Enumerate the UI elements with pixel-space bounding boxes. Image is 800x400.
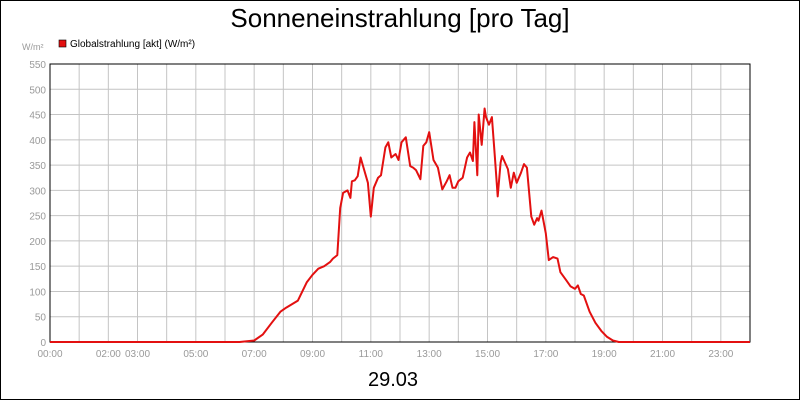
legend-label: Globalstrahlung [akt] (W/m²) bbox=[70, 39, 195, 50]
date-label: 29.03 bbox=[368, 369, 418, 391]
y-tick-label: 200 bbox=[29, 237, 46, 248]
y-tick-label: 300 bbox=[29, 186, 46, 197]
series-line-globalstrahlung bbox=[50, 107, 750, 343]
y-tick-label: 0 bbox=[40, 338, 46, 349]
y-tick-label: 400 bbox=[29, 136, 46, 147]
x-tick-label: 15:00 bbox=[475, 349, 500, 360]
y-tick-label: 100 bbox=[29, 287, 46, 298]
y-tick-label: 550 bbox=[29, 60, 46, 71]
x-tick-label: 07:00 bbox=[242, 349, 267, 360]
y-axis-unit: W/m² bbox=[22, 42, 44, 52]
x-tick-label: 00:00 bbox=[37, 349, 62, 360]
y-tick-label: 450 bbox=[29, 111, 46, 122]
x-tick-label: 17:00 bbox=[533, 349, 558, 360]
y-tick-label: 150 bbox=[29, 262, 46, 273]
x-tick-label: 02:00 bbox=[96, 349, 121, 360]
legend-swatch bbox=[58, 39, 67, 48]
x-tick-label: 23:00 bbox=[708, 349, 733, 360]
grid bbox=[49, 63, 751, 343]
legend: Globalstrahlung [akt] (W/m²) bbox=[58, 39, 195, 50]
x-tick-label: 09:00 bbox=[300, 349, 325, 360]
x-tick-label: 05:00 bbox=[183, 349, 208, 360]
y-tick-label: 500 bbox=[29, 85, 46, 96]
x-axis: 00:00 02:00 03:00 05:00 07:00 09:00 11:00 13:00… bbox=[37, 349, 733, 360]
x-tick-label: 21:00 bbox=[650, 349, 675, 360]
x-tick-label: 03:00 bbox=[125, 349, 150, 360]
x-tick-label: 13:00 bbox=[417, 349, 442, 360]
chart-title: Sonneneinstrahlung [pro Tag] bbox=[230, 3, 569, 33]
y-tick-label: 350 bbox=[29, 161, 46, 172]
x-tick-label: 11:00 bbox=[359, 349, 384, 360]
y-tick-label: 250 bbox=[29, 212, 46, 223]
y-tick-label: 50 bbox=[35, 313, 47, 324]
plot-area-border bbox=[49, 63, 751, 343]
y-axis: 0 50 100 150 200 250 300 350 400 450 500 550 bbox=[29, 60, 46, 349]
x-tick-label: 19:00 bbox=[592, 349, 617, 360]
